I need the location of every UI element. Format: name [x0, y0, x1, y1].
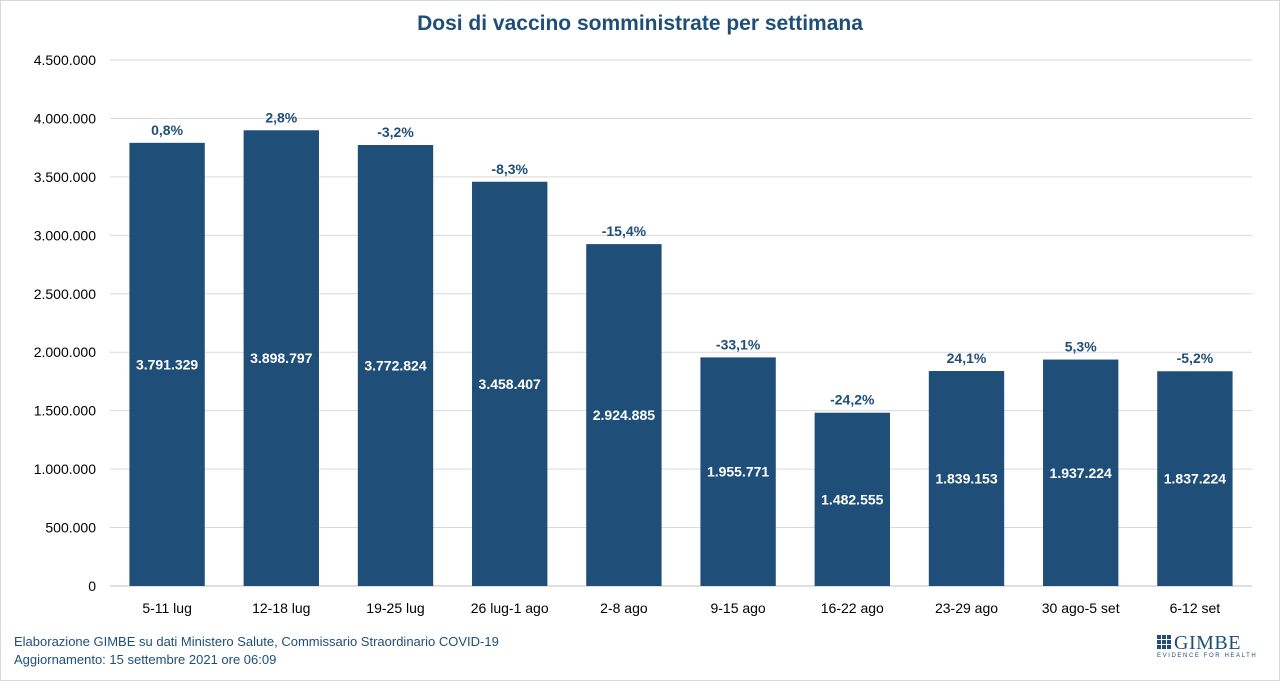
bar: [1043, 359, 1119, 586]
x-tick-label: 23-29 ago: [935, 600, 998, 616]
y-tick-label: 2.500.000: [34, 286, 96, 302]
y-axis-ticks: 0 500.000 1.000.000 1.500.000 2.000.000 2.500…: [34, 52, 97, 594]
bar-value-label: 1.955.771: [707, 464, 769, 480]
update-line: Aggiornamento: 15 settembre 2021 ore 06:…: [14, 652, 277, 667]
bar: [1157, 371, 1233, 586]
bar-value-label: 3.458.407: [479, 376, 541, 392]
grid-logo-icon: [1157, 635, 1171, 649]
x-tick-label: 9-15 ago: [710, 600, 765, 616]
y-tick-label: 3.000.000: [34, 227, 96, 243]
x-tick-label: 5-11 lug: [142, 600, 192, 616]
y-tick-label: 1.000.000: [34, 461, 96, 477]
x-tick-label: 12-18 lug: [252, 600, 310, 616]
logo-name: GIMBE: [1174, 632, 1241, 654]
y-tick-label: 2.000.000: [34, 344, 96, 360]
gimbe-logo: GIMBE EVIDENCE FOR HEALTH: [1157, 632, 1258, 663]
change-label: -24,2%: [830, 392, 875, 408]
change-label: -5,2%: [1177, 350, 1214, 366]
change-label: 24,1%: [947, 350, 987, 366]
bar: [586, 244, 662, 586]
x-axis-ticks: 5-11 lug 12-18 lug 19-25 lug 26 lug-1 ago 2-…: [142, 600, 1220, 616]
bar-value-label: 3.898.797: [250, 350, 312, 366]
y-tick-label: 1.500.000: [34, 403, 96, 419]
change-label: -15,4%: [602, 223, 647, 239]
bar-value-label: 1.839.153: [935, 471, 997, 487]
y-tick-label: 3.500.000: [34, 169, 96, 185]
x-tick-label: 19-25 lug: [366, 600, 424, 616]
bar: [357, 144, 434, 587]
change-label: 2,8%: [265, 109, 297, 125]
y-tick-label: 4.500.000: [34, 52, 96, 68]
x-tick-label: 6-12 set: [1170, 600, 1221, 616]
chart-title: Dosi di vaccino somministrate per settim…: [417, 12, 863, 35]
bar-value-label: 1.937.224: [1050, 465, 1112, 481]
x-tick-label: 16-22 ago: [821, 600, 884, 616]
bar: [129, 142, 205, 587]
y-tick-label: 4.000.000: [34, 110, 96, 126]
change-label: -3,2%: [377, 124, 414, 140]
bar-value-label: 1.482.555: [821, 491, 883, 507]
bar: [700, 357, 776, 586]
x-tick-label: 30 ago-5 set: [1042, 600, 1120, 616]
bar: [472, 181, 548, 586]
bars: 3.791.329 0,8% 3.898.797 2,8% 3.772.824 -3,2%…: [129, 109, 1233, 587]
change-label: -33,1%: [716, 336, 761, 352]
x-tick-label: 2-8 ago: [600, 600, 648, 616]
change-label: 0,8%: [151, 122, 183, 138]
y-tick-label: 0: [88, 578, 96, 594]
bar: [928, 371, 1005, 586]
change-label: -8,3%: [491, 161, 528, 177]
bar-value-label: 3.791.329: [136, 356, 198, 372]
source-note: Elaborazione GIMBE su dati Ministero Sal…: [14, 633, 499, 669]
bar-value-label: 3.772.824: [364, 357, 426, 373]
bar: [243, 130, 319, 586]
change-label: 5,3%: [1065, 339, 1097, 355]
bar: [814, 412, 890, 586]
y-tick-label: 500.000: [45, 520, 96, 536]
bar-value-label: 2.924.885: [593, 407, 655, 423]
logo-tagline: EVIDENCE FOR HEALTH: [1157, 653, 1258, 659]
x-tick-label: 26 lug-1 ago: [471, 600, 549, 616]
source-line: Elaborazione GIMBE su dati Ministero Sal…: [14, 634, 499, 649]
bar-value-label: 1.837.224: [1164, 471, 1226, 487]
